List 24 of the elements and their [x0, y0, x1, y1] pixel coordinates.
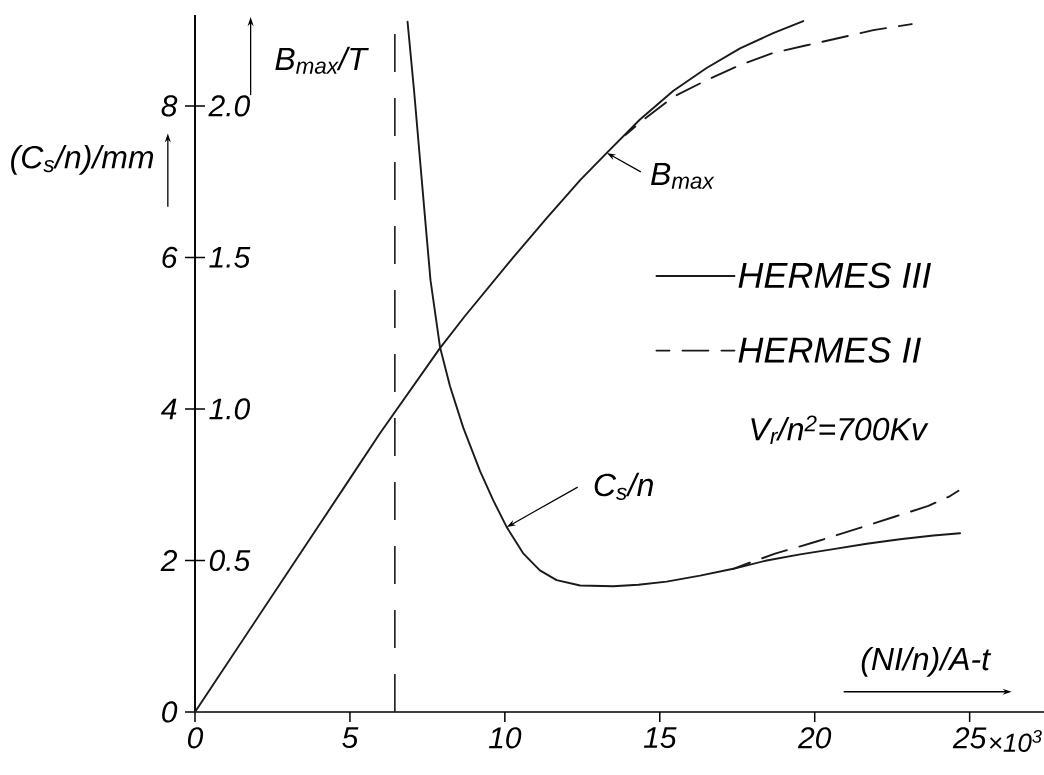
y-axis-title: (C$_{s}$/n)/mm [11, 145, 154, 175]
annotation: V$_{r}$/n$^{2}$=700Kv [751, 415, 929, 444]
x-tick-label: 20 [797, 727, 832, 749]
legend-label: HERMES II [738, 337, 921, 363]
y-tick-label: 8 [161, 95, 178, 117]
x-tick-label: 25 [952, 727, 987, 749]
legend-label: HERMES III [738, 262, 931, 289]
y-tick-label: 2 [160, 549, 178, 571]
text: ×10$^{3}$ [989, 729, 1042, 752]
y-tick-label: 6 [162, 246, 178, 269]
annotation: B$_{max}$ [650, 162, 715, 189]
y2-axis-title: B$_{max}$/T [275, 46, 369, 74]
y-tick-label: 4 [160, 398, 177, 420]
y-tick-label: 0 [162, 701, 178, 723]
x-tick-label: 10 [488, 727, 522, 749]
y2-tick-label: 1.0 [209, 398, 250, 420]
y2-tick-label: 0.5 [209, 549, 251, 572]
x-tick-label: 0 [187, 727, 204, 749]
x-tick-label: 15 [643, 727, 677, 749]
annotation: C$_{s}$/n [594, 472, 653, 500]
x-tick-label: 5 [342, 727, 359, 749]
y2-tick-label: 2.0 [208, 95, 250, 117]
x-axis-title: (NI/n)/A-t [861, 646, 992, 677]
y2-tick-label: 1.5 [209, 246, 251, 268]
